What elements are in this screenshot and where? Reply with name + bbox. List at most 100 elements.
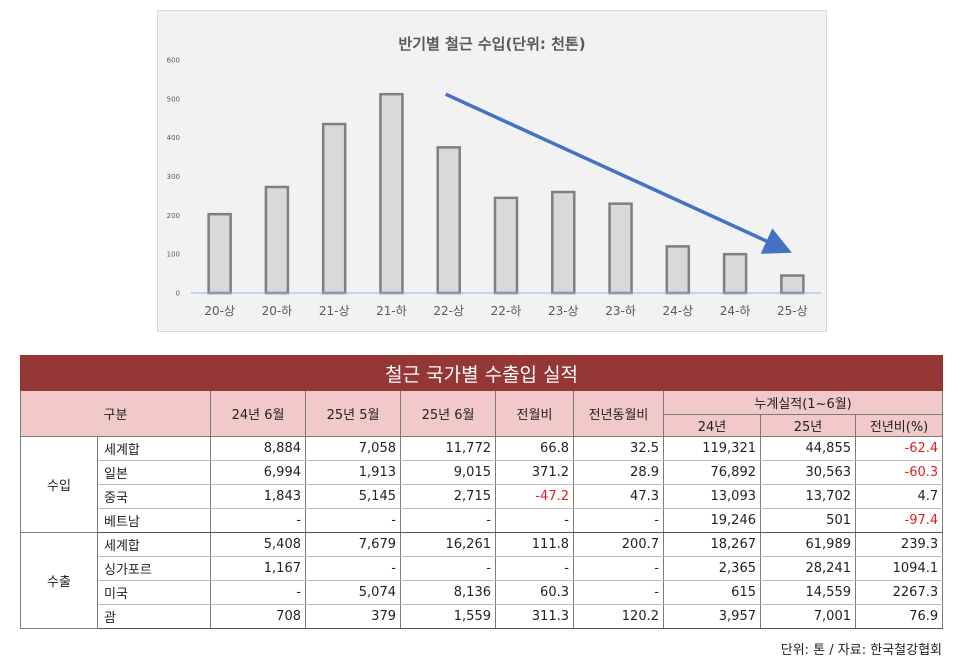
value-cell: 1,913 xyxy=(305,460,401,485)
x-tick-label: 20-상 xyxy=(204,304,235,318)
header-cum-25: 25년 xyxy=(760,414,856,437)
group-label: 수입 xyxy=(20,436,98,533)
table-title: 철근 국가별 수출입 실적 xyxy=(19,355,944,391)
trade-table: 철근 국가별 수출입 실적 구분 24년 6월 25년 5월 25년 6월 전월… xyxy=(19,355,944,629)
y-tick-label: 0 xyxy=(176,290,180,298)
bar-0 xyxy=(207,212,232,295)
bar-7 xyxy=(608,202,633,295)
y-axis-ticks: 0 100 200 300 400 500 600 xyxy=(167,57,180,298)
value-cell: 615 xyxy=(663,580,761,605)
x-axis-labels: 20-상 20-하 21-상 21-하 22-상 22-하 23-상 23-하 24-상 24-하… xyxy=(204,304,807,318)
value-cell: 66.8 xyxy=(495,436,574,461)
value-cell: 1,559 xyxy=(400,604,496,629)
bar-6 xyxy=(551,190,576,295)
value-cell: 1,167 xyxy=(210,556,306,581)
country-name: 미국 xyxy=(97,580,211,605)
country-name: 괌 xyxy=(97,604,211,629)
value-cell: 16,261 xyxy=(400,532,496,557)
value-cell: 200.7 xyxy=(573,532,664,557)
bars xyxy=(207,92,805,295)
value-cell: 2267.3 xyxy=(854,580,944,605)
value-cell: 239.3 xyxy=(854,532,944,557)
x-tick-label: 23-하 xyxy=(605,304,636,318)
bar-2 xyxy=(321,122,347,295)
value-cell: - xyxy=(573,508,664,533)
y-tick-label: 300 xyxy=(167,173,180,181)
table-row: 싱가포르 1,167- - - -2,365 28,241 1094.1 xyxy=(21,556,944,581)
value-cell: 18,267 xyxy=(663,532,761,557)
value-cell: 708 xyxy=(210,604,306,629)
chart-panel: 반기별 철근 수입(단위: 천톤) 0 100 200 300 400 500 600 20… xyxy=(157,10,827,332)
value-cell: 1094.1 xyxy=(854,556,944,581)
bar-5 xyxy=(493,196,519,295)
bar-chart: 반기별 철근 수입(단위: 천톤) 0 100 200 300 400 500 600 20… xyxy=(167,35,821,318)
header-25-jun: 25년 6월 xyxy=(400,390,496,437)
value-cell: - xyxy=(210,580,306,605)
bar-10 xyxy=(780,274,805,295)
value-cell: 19,246 xyxy=(663,508,761,533)
value-cell: - xyxy=(400,508,496,533)
x-tick-label: 22-하 xyxy=(491,304,522,318)
value-cell: - xyxy=(495,556,574,581)
bar-3 xyxy=(379,92,404,295)
value-cell: -60.3 xyxy=(854,460,944,485)
value-cell: 47.3 xyxy=(573,484,664,509)
x-tick-label: 20-하 xyxy=(262,304,293,318)
value-cell: -62.4 xyxy=(854,436,944,461)
value-cell: 30,563 xyxy=(760,460,856,485)
chart-title: 반기별 철근 수입(단위: 천톤) xyxy=(398,35,585,53)
x-tick-label: 21-상 xyxy=(319,304,350,318)
value-cell: 14,559 xyxy=(760,580,856,605)
header-category: 구분 xyxy=(20,390,211,437)
header-cumulative: 누계실적(1~6월) xyxy=(662,390,944,415)
table-body: 수입 세계합 8,884 7,058 11,772 66.8 32.5 119,321 44,8… xyxy=(20,436,944,629)
header-mom: 전월비 xyxy=(495,390,574,437)
y-tick-label: 200 xyxy=(167,212,180,220)
trend-arrow xyxy=(444,92,792,254)
table-row: 일본 6,994 1,913 9,015 371.2 28.9 76,892 30,563 -6… xyxy=(21,460,944,485)
value-cell: 119,321 xyxy=(663,436,761,461)
value-cell: 379 xyxy=(305,604,401,629)
table-row: 수입 세계합 8,884 7,058 11,772 66.8 32.5 119,321 44,8… xyxy=(20,436,944,533)
value-cell: - xyxy=(305,508,401,533)
country-name: 싱가포르 xyxy=(97,556,211,581)
value-cell: 61,989 xyxy=(760,532,856,557)
y-tick-label: 600 xyxy=(167,57,180,65)
value-cell: 44,855 xyxy=(760,436,856,461)
x-tick-label: 23-상 xyxy=(548,304,579,318)
country-name: 베트남 xyxy=(97,508,211,533)
header-24-jun: 24년 6월 xyxy=(210,390,306,437)
value-cell: 8,884 xyxy=(210,436,306,461)
bar-8 xyxy=(665,245,691,295)
value-cell: - xyxy=(573,580,664,605)
value-cell: 2,365 xyxy=(663,556,761,581)
country-name: 세계합 xyxy=(97,436,211,461)
country-name: 일본 xyxy=(97,460,211,485)
value-cell: 32.5 xyxy=(573,436,664,461)
value-cell: 501 xyxy=(760,508,856,533)
value-cell: 2,715 xyxy=(400,484,496,509)
header-yoy: 전년동월비 xyxy=(573,390,664,437)
value-cell: 7,001 xyxy=(760,604,856,629)
table-row: 중국 1,843 5,145 2,715 -47.2 47.3 13,093 13,702 4.… xyxy=(21,484,944,509)
bar-4 xyxy=(436,146,461,295)
value-cell: 28.9 xyxy=(573,460,664,485)
value-cell: 28,241 xyxy=(760,556,856,581)
group-label: 수출 xyxy=(20,532,98,629)
bar-9 xyxy=(722,252,748,295)
header-cum-yoy: 전년비(%) xyxy=(854,414,944,437)
value-cell: 3,957 xyxy=(663,604,761,629)
table-row: 수출 세계합 5,408 7,679 16,261 111.8 200.7 18,267 61,… xyxy=(20,532,944,629)
value-cell: 13,093 xyxy=(663,484,761,509)
value-cell: 5,408 xyxy=(210,532,306,557)
value-cell: 13,702 xyxy=(760,484,856,509)
value-cell: 371.2 xyxy=(495,460,574,485)
y-tick-label: 400 xyxy=(167,134,180,142)
table-row: 괌 708 379 1,559 311.3 120.2 3,957 7,001 76.9 xyxy=(21,604,944,629)
value-cell: - xyxy=(210,508,306,533)
value-cell: - xyxy=(400,556,496,581)
country-name: 중국 xyxy=(97,484,211,509)
y-tick-label: 100 xyxy=(167,251,180,259)
value-cell: 76.9 xyxy=(854,604,944,629)
value-cell: 7,058 xyxy=(305,436,401,461)
